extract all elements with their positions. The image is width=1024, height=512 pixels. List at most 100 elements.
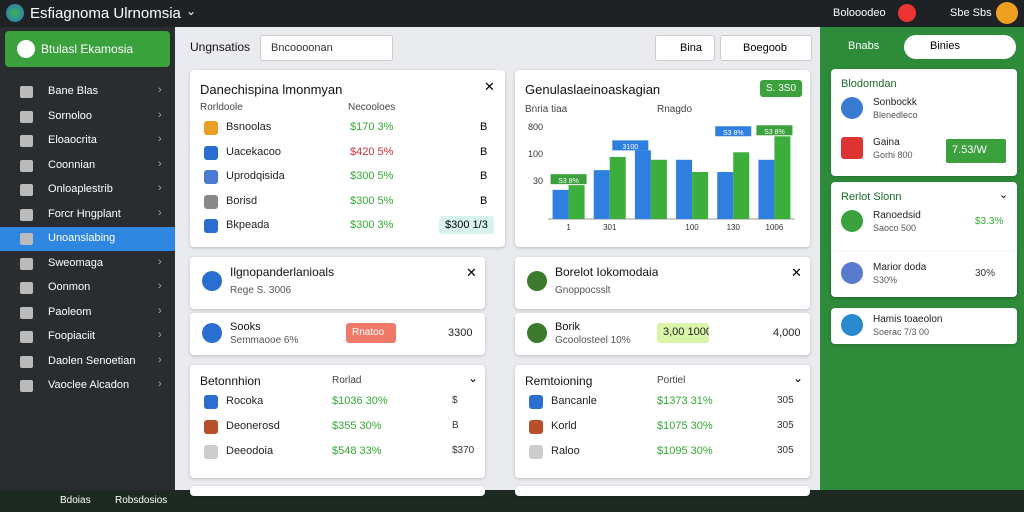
row-badge: $300 1/3 xyxy=(439,216,494,235)
item-value: $3.3% xyxy=(975,216,1004,227)
row-value: $300 5% xyxy=(350,170,394,183)
row-extra: $370 xyxy=(452,445,475,456)
chevron: › xyxy=(158,255,162,268)
row-icon xyxy=(529,420,543,434)
bar xyxy=(692,172,709,219)
row-name: Deonerosd xyxy=(226,420,280,432)
bar xyxy=(774,136,791,219)
sidebar-label: Bane Blas xyxy=(48,85,99,97)
item-badge: Rnatoo xyxy=(346,323,396,343)
sidebar-item[interactable]: Sornoloo › xyxy=(0,105,175,129)
sidebar-item[interactable]: Onloaplestrib › xyxy=(0,178,175,202)
item-name: Hamis toaeolon xyxy=(873,314,943,325)
annotation-bg xyxy=(715,126,752,137)
sidebar-icon xyxy=(20,306,33,319)
close: ✕ xyxy=(791,265,802,280)
sidebar-label: Paoleom xyxy=(48,305,92,318)
row-extra: B xyxy=(480,170,488,183)
sidebar-item[interactable]: Forcr Hngplant › xyxy=(0,203,175,227)
chart-card: Genulaslaeinoaskagian S. 3S0 Bnria tiaa Rna… xyxy=(515,70,810,247)
row-extra: B xyxy=(480,121,488,133)
list-card xyxy=(190,486,485,496)
sidebar-item[interactable]: Oonmon › xyxy=(0,276,175,300)
panel-card: Blodomdan Sonbockk Blenedleco Gaina Gorhi 80… xyxy=(831,69,1017,176)
panel-button[interactable]: 7.53/W xyxy=(946,139,1006,163)
sidebar-label: Onloaplestrib xyxy=(48,183,113,195)
row-extra: 305 xyxy=(777,420,794,431)
panel-header: Bnabs xyxy=(848,40,880,52)
item-sub: Gorhi 800 xyxy=(873,150,913,160)
summary-item: Sooks Semmaooe 6% Rnatoo 3300 xyxy=(190,313,485,355)
item-value: 4,000 xyxy=(773,327,801,339)
chevron: › xyxy=(158,329,162,341)
chevron: › xyxy=(158,133,162,145)
row-value: $420 5% xyxy=(350,145,394,158)
panel-item: Marior doda S30% 30% xyxy=(831,252,1017,297)
row-value: $355 30% xyxy=(332,420,382,432)
sidebar-item[interactable]: Paoleom › xyxy=(0,301,175,325)
sidebar-item[interactable]: Foopiaciit › xyxy=(0,325,175,349)
taskbar-item[interactable]: Robsdosios xyxy=(115,495,168,506)
sidebar-label: Sornoloo xyxy=(48,109,93,122)
chevron: › xyxy=(158,280,162,292)
sidebar-icon xyxy=(20,135,33,147)
row-icon xyxy=(204,219,218,234)
item-name: Sonbockk xyxy=(873,97,917,108)
chart-button[interactable]: S. 3S0 xyxy=(760,80,803,97)
row-extra: 305 xyxy=(777,395,794,406)
search-box[interactable]: Bncoooonan xyxy=(260,35,393,61)
chevron: ⌄ xyxy=(999,189,1009,201)
sidebar-label: Daolen Senoetian xyxy=(48,354,136,367)
bar xyxy=(634,150,651,219)
button-icon xyxy=(17,40,35,58)
item-name: Ranoedsid xyxy=(873,210,921,221)
sidebar-item[interactable]: Eloaocrita › xyxy=(0,129,175,153)
item-icon xyxy=(527,323,547,343)
column-header: Rorldoole xyxy=(200,102,243,113)
chevron: › xyxy=(158,108,162,121)
bar xyxy=(676,159,693,219)
row-extra: B xyxy=(480,194,488,207)
sidebar-item[interactable]: Sweomaga › xyxy=(0,252,175,276)
sidebar-icon xyxy=(20,233,33,245)
row-name: Uprodqisida xyxy=(226,170,285,183)
row-name: Rocoka xyxy=(226,395,264,407)
panel-item: Hamis toaeolon Soerac 7/3 00 xyxy=(831,308,1017,344)
bar xyxy=(650,159,667,219)
toolbar-button[interactable]: Bina xyxy=(655,35,715,61)
bar xyxy=(733,152,750,219)
legend-item: Bnria tiaa xyxy=(525,104,568,115)
column-header: Necooloes xyxy=(348,102,396,113)
sidebar-icon xyxy=(20,282,33,294)
sidebar-item[interactable]: Daolen Senoetian › xyxy=(0,350,175,374)
row-icon xyxy=(204,170,218,185)
top-item: Sbe Sbs xyxy=(950,7,992,19)
sidebar-icon xyxy=(20,380,33,392)
card-title: Blodomdan xyxy=(841,78,897,90)
annotation: S3 8% xyxy=(764,129,785,136)
dropdown[interactable]: Boegoob xyxy=(720,35,812,61)
chevron: › xyxy=(158,157,162,170)
sidebar-icon xyxy=(20,110,33,123)
card-icon xyxy=(527,271,547,291)
sidebar-button[interactable]: Btulasl Ekamosia xyxy=(5,31,170,67)
taskbar-item[interactable]: Bdoias xyxy=(60,495,91,506)
x-tick-label: 100 xyxy=(685,223,699,232)
card-subtitle: Rege S. 3006 xyxy=(230,285,292,296)
annotation-bg xyxy=(612,140,649,151)
row-icon xyxy=(204,420,218,434)
sidebar-label: Forcr Hngplant xyxy=(48,207,121,220)
panel-dropdown[interactable]: Binies xyxy=(904,35,1016,59)
item-icon xyxy=(841,97,863,119)
sidebar-item[interactable]: Vaoclee Alcadon › xyxy=(0,374,175,398)
sidebar-item[interactable]: Bane Blas › xyxy=(0,80,175,104)
app-icon xyxy=(6,4,24,22)
list-card: Betonnhion Rorlad ⌄ Rocoka $1036 30% $ Deonero… xyxy=(190,365,485,478)
item-name: Sooks xyxy=(230,321,261,333)
bar xyxy=(758,159,775,219)
annotation-bg xyxy=(756,125,793,136)
sidebar-item[interactable]: Unoanslabing xyxy=(0,227,175,251)
sidebar-item[interactable]: Coonnian › xyxy=(0,154,175,178)
